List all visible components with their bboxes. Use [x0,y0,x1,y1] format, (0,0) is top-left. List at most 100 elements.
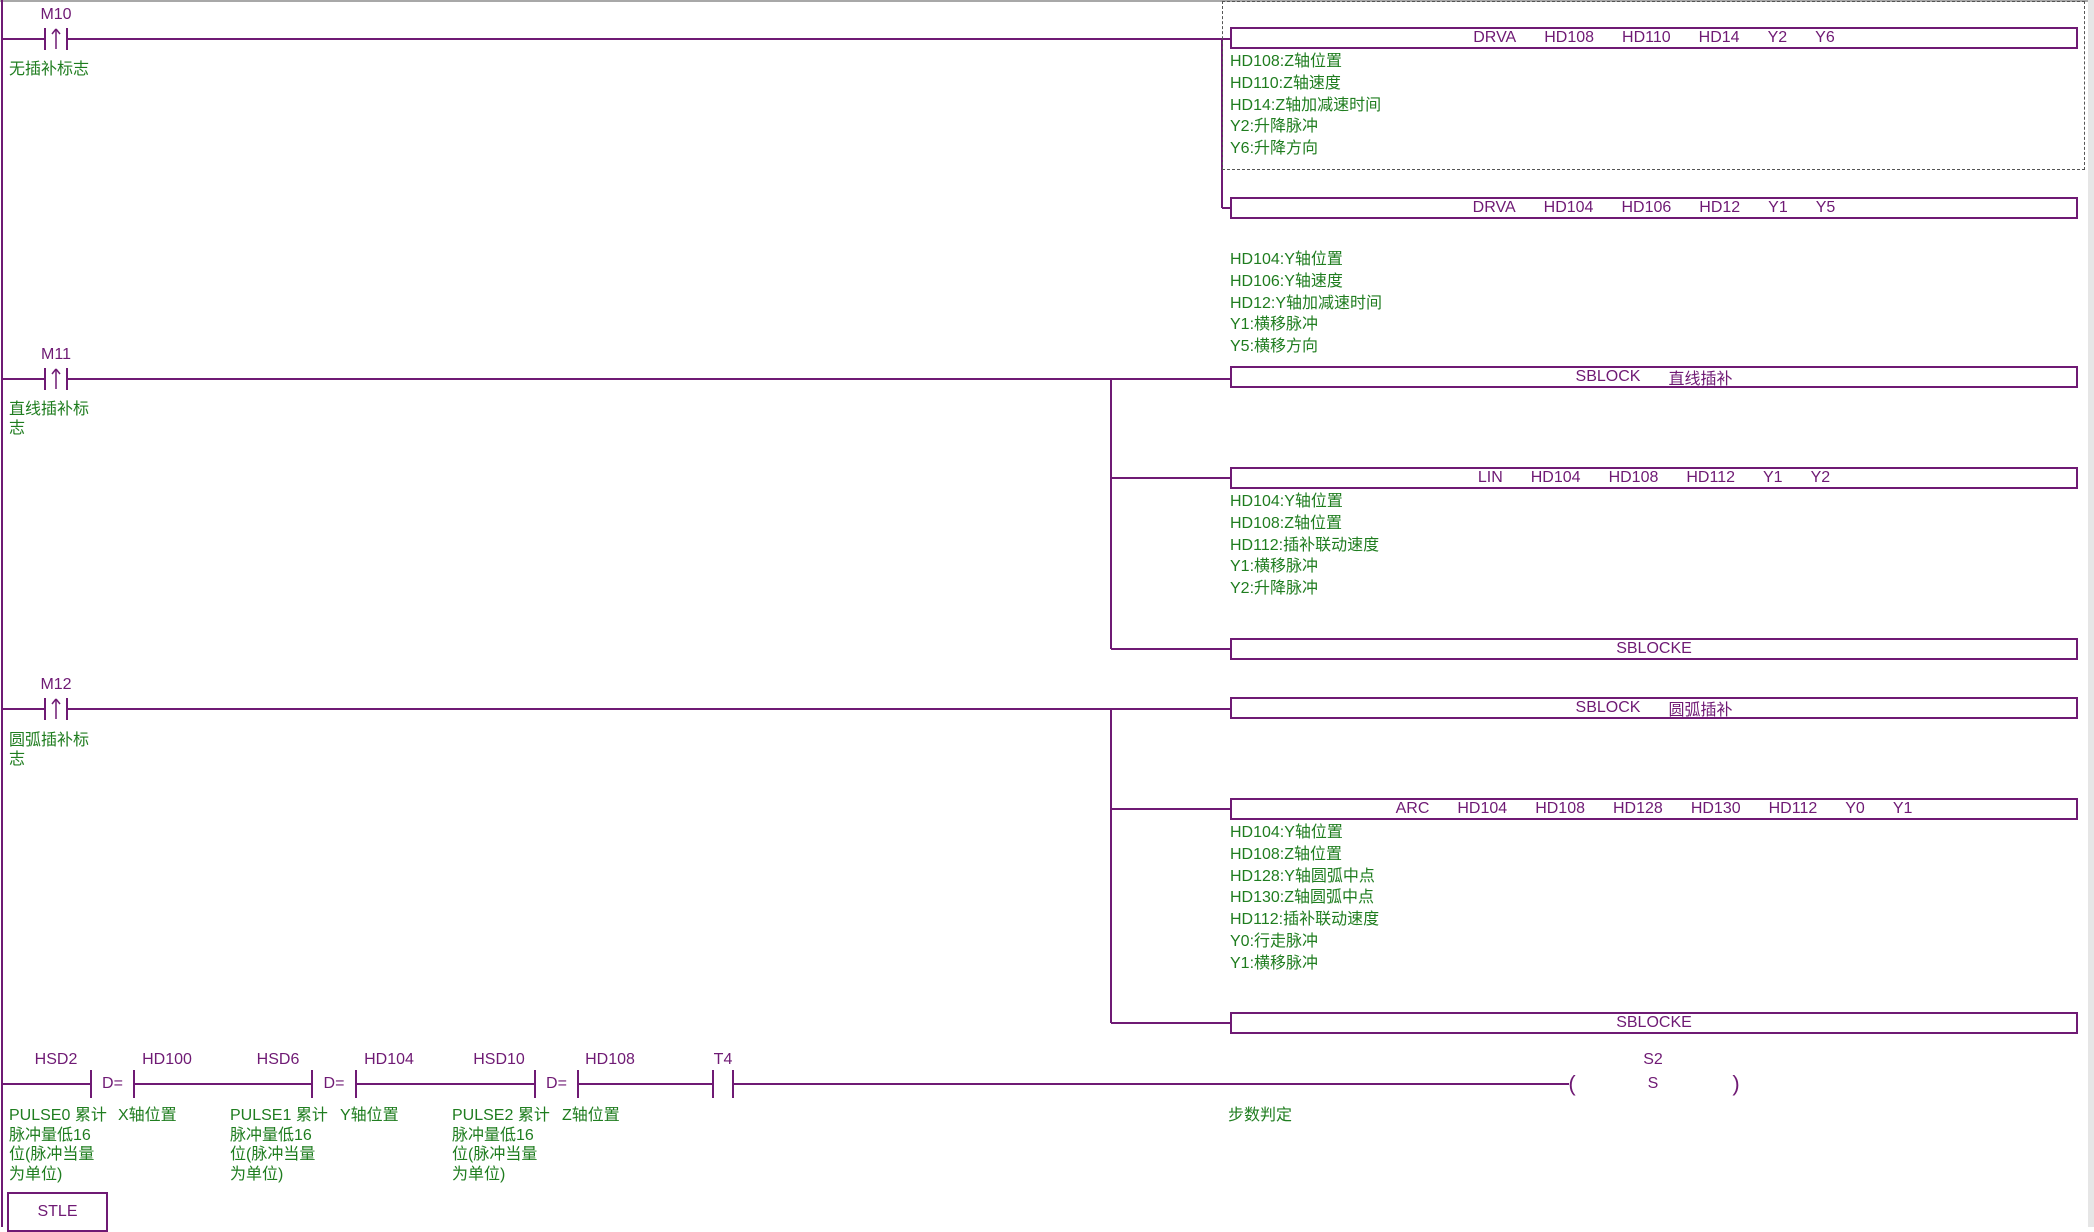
arrow [51,368,57,375]
operand: Y1 [1763,469,1783,486]
operand: HD112 [1686,469,1735,486]
compare-comment: PULSE2 累计 [452,1107,550,1124]
compare-comment: Z轴位置 [562,1107,620,1124]
operand: Y6 [1815,29,1835,46]
operand: HD104 [1457,800,1508,817]
instruction-name: DRVA [1472,199,1516,216]
instruction-name: STLE [37,1203,78,1220]
operand: HD14 [1698,29,1740,46]
operand-comment: HD14:Z轴加减速时间 [1230,96,1382,114]
instruction-name: LIN [1477,469,1503,486]
compare-comment: 为单位) [9,1165,63,1183]
instruction-name: ARC [1395,800,1430,817]
arrow [55,368,61,375]
operand: HD108 [1608,469,1659,486]
contact-comment: 志 [9,751,26,768]
operand: HD108 [1535,800,1585,817]
operand: HD112 [1768,800,1818,817]
instruction-name: SBLOCKE [1616,640,1692,657]
compare-left-operand: HSD2 [34,1051,78,1068]
compare-comment: 脉冲量低16 [9,1126,91,1144]
instruction-lin[interactable]: LIN HD104 HD108 HD112 Y1 Y2 [1230,467,2078,489]
coil-open-paren: ( [1568,1071,1576,1096]
operand: HD130 [1690,800,1741,817]
coil-comment: 步数判定 [1228,1107,1293,1124]
operand: HD128 [1613,800,1663,817]
instruction-sblock[interactable]: SBLOCK 直线插补 [1230,366,2078,388]
compare-comment: 脉冲量低16 [230,1126,312,1144]
operand-comment: HD128:Y轴圆弧中点 [1230,867,1375,885]
compare-comment: PULSE0 累计 [9,1107,107,1124]
compare-comment: 位(脉冲当量 [230,1146,316,1163]
operand-comment: HD104:Y轴位置 [1230,251,1343,268]
instruction-drva[interactable]: DRVA HD104 HD106 HD12 Y1 Y5 [1230,197,2078,219]
top-border [0,0,2094,2]
operand-comment: Y2:升降脉冲 [1230,118,1319,136]
compare-comment: 为单位) [230,1165,284,1183]
operand: Y1 [1892,800,1913,817]
operand-comment: HD110:Z轴速度 [1230,74,1341,92]
operand-comment: Y2:升降脉冲 [1230,580,1319,598]
compare-comment: Y轴位置 [340,1107,399,1124]
arrow [55,698,61,705]
compare-left-operand: HSD10 [473,1051,525,1068]
coil-close-paren: ) [1732,1071,1740,1096]
operand-comment: HD130:Z轴圆弧中点 [1230,889,1375,907]
arrow [55,28,61,35]
compare-right-operand: HD104 [364,1051,414,1068]
operand-comment: Y5:横移方向 [1230,338,1319,356]
coil-s2-label: S2 [1643,1051,1663,1068]
contact-m10-label: M10 [40,6,72,23]
operand-comment: HD106:Y轴速度 [1230,272,1343,290]
instruction-name: SBLOCK [1575,368,1641,385]
compare-operator: D= [102,1075,123,1092]
compare-comment: 位(脉冲当量 [452,1146,538,1163]
operand-comment: Y6:升降方向 [1230,140,1319,158]
operand: HD104 [1530,469,1581,486]
instruction-name: SBLOCKE [1616,1014,1692,1031]
compare-right-operand: HD100 [142,1051,192,1068]
compare-comment: X轴位置 [118,1107,177,1124]
instruction-arc[interactable]: ARC HD104 HD108 HD128 HD130 HD112 Y0 Y1 [1230,798,2078,820]
operand-comment: Y1:横移脉冲 [1230,954,1319,972]
vertical-scrollbar[interactable] [2088,0,2094,1227]
coil-type: S [1647,1075,1659,1092]
instruction-stle[interactable]: STLE [7,1192,108,1232]
contact-comment: 无插补标志 [9,61,90,78]
operand: HD108 [1544,29,1595,46]
compare-comment: 为单位) [452,1165,506,1183]
instruction-drva[interactable]: DRVA HD108 HD110 HD14 Y2 Y6 [1230,27,2078,49]
arrow [51,698,57,705]
operand-comment: HD108:Z轴位置 [1230,514,1343,532]
compare-left-operand: HSD6 [256,1051,300,1068]
operand-comment: HD112:插补联动速度 [1230,536,1380,554]
operand-comment: Y1:横移脉冲 [1230,558,1319,576]
instruction-sblocke[interactable]: SBLOCKE [1230,1012,2078,1034]
compare-comment: 位(脉冲当量 [9,1146,95,1163]
selection-rectangle [1222,1,2085,170]
operand-comment: HD104:Y轴位置 [1230,493,1343,510]
contact-m12-label: M12 [40,676,72,693]
operand: Y2 [1767,29,1788,46]
operand-comment: HD108:Z轴位置 [1230,53,1343,70]
contact-comment: 圆弧插补标 [9,732,90,749]
instruction-sblocke[interactable]: SBLOCKE [1230,638,2078,660]
operand: Y5 [1815,199,1836,216]
compare-operator: D= [323,1075,345,1092]
compare-comment: PULSE1 累计 [230,1107,328,1124]
contact-m11-label: M11 [41,346,71,363]
operand: HD106 [1621,199,1672,216]
operand: HD110 [1622,29,1671,46]
operand-comment: Y0:行走脉冲 [1230,933,1319,950]
operand: Y1 [1768,199,1788,216]
compare-comment: 脉冲量低16 [452,1126,534,1144]
contact-comment: 直线插补标 [9,401,90,418]
contact-comment: 志 [9,420,26,437]
operand-comment: HD108:Z轴位置 [1230,845,1343,863]
instruction-sblock[interactable]: SBLOCK 圆弧插补 [1230,697,2078,719]
arrow [51,28,57,35]
compare-operator: D= [546,1075,567,1092]
operand-comment: HD104:Y轴位置 [1230,824,1343,841]
compare-right-operand: HD108 [585,1051,635,1068]
